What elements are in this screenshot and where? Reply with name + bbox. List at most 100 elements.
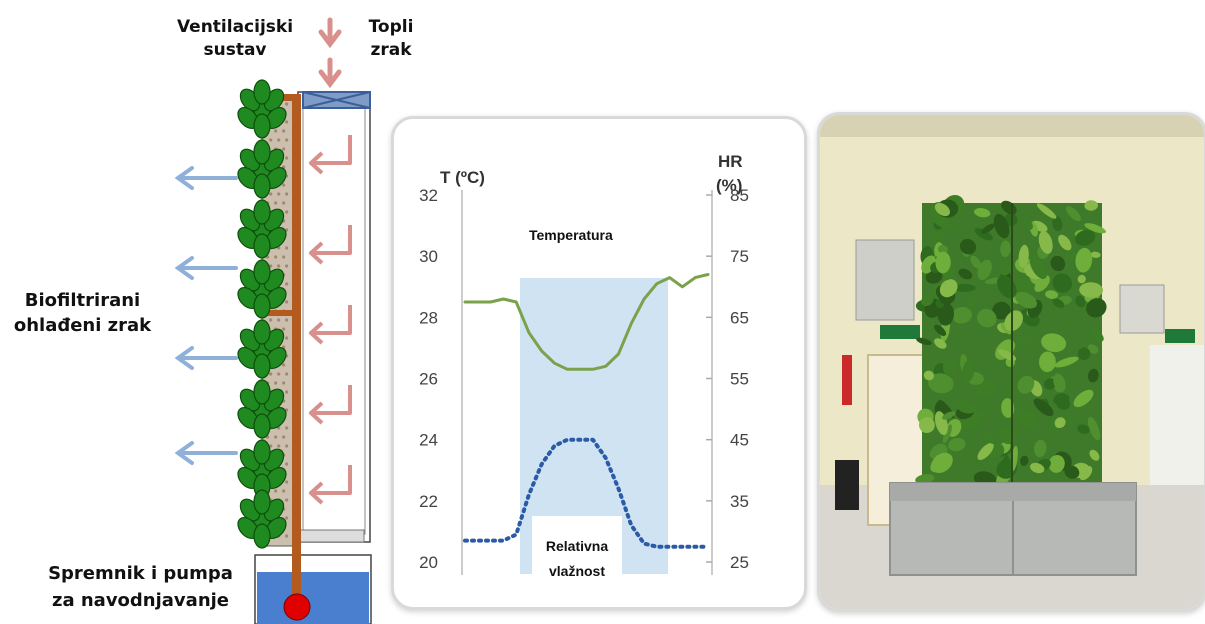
- pipe-middle: [262, 310, 300, 316]
- substrate-grain: [282, 201, 286, 205]
- substrate-grain: [285, 156, 289, 160]
- substrate-grain: [274, 381, 278, 385]
- foliage-leaf: [1079, 466, 1093, 481]
- substrate-grain: [277, 192, 281, 196]
- substrate-grain: [274, 201, 278, 205]
- foliage-leaf: [1036, 203, 1057, 219]
- foliage-leaf: [970, 255, 982, 270]
- foliage-leaf: [1018, 244, 1029, 268]
- warm-air-bent-arrow-1: [309, 135, 352, 175]
- foliage-leaf: [1052, 273, 1073, 293]
- foliage-leaf: [934, 202, 950, 217]
- substrate-grain: [285, 516, 289, 520]
- foliage-leaf: [961, 358, 976, 384]
- substrate-grain: [285, 246, 289, 250]
- leaf: [253, 199, 271, 225]
- plant-3: [237, 199, 287, 259]
- foliage-leaf: [1075, 295, 1086, 308]
- foliage-leaf: [981, 223, 995, 234]
- foliage-leaf: [931, 452, 953, 474]
- foliage-leaf: [1000, 455, 1009, 475]
- foliage-leaf: [958, 268, 973, 280]
- foliage-leaf: [942, 411, 956, 420]
- foliage-leaf: [939, 279, 958, 298]
- foliage-leaf: [1087, 416, 1101, 441]
- foliage-leaf: [937, 302, 955, 326]
- foliage-leaf: [1033, 398, 1054, 417]
- foliage-leaf: [1075, 247, 1093, 273]
- foliage-leaf: [1089, 449, 1100, 461]
- photo-cabinet-left: [855, 239, 915, 321]
- filtered-air-label-line1: Biofiltrirani: [24, 290, 141, 311]
- humidity-series-label-line1: Relativna: [546, 538, 608, 554]
- foliage-leaf: [1001, 398, 1015, 418]
- substrate-grain: [269, 138, 273, 142]
- left-tick-label: 24: [419, 431, 438, 450]
- right-tick-label: 35: [730, 492, 749, 511]
- foliage-leaf: [977, 308, 997, 328]
- substrate-grain: [285, 444, 289, 448]
- irrigation-pipe: [292, 94, 301, 554]
- cool-air-arrow-2: [174, 256, 238, 280]
- foliage-leaf: [1064, 465, 1080, 479]
- warm-air-bent-arrow-4: [309, 385, 352, 425]
- left-axis-title: T (ºC): [440, 168, 485, 187]
- substrate-grain: [277, 138, 281, 142]
- substrate-grain: [274, 129, 278, 133]
- substrate-grain: [269, 264, 273, 268]
- warm-air-label-line2: zrak: [370, 40, 412, 60]
- foliage-leaf: [925, 270, 943, 284]
- foliage-leaf: [1048, 454, 1065, 473]
- plants-column: [237, 79, 287, 549]
- substrate-grain: [282, 147, 286, 151]
- right-axis-title-line2: (%): [716, 176, 742, 195]
- foliage-leaf: [1052, 216, 1063, 232]
- foliage-leaf: [974, 228, 993, 241]
- substrate-grain: [277, 372, 281, 376]
- substrate-grain: [274, 255, 278, 259]
- foliage-leaf: [942, 424, 953, 444]
- substrate-grain: [277, 318, 281, 322]
- right-tick-label: 75: [730, 247, 749, 266]
- series-line-2: [463, 437, 710, 549]
- substrate-grain: [285, 336, 289, 340]
- left-tick-label: 32: [419, 186, 438, 205]
- warm-air-label: Topli zrak: [356, 16, 426, 62]
- substrate-grain: [285, 282, 289, 286]
- warm-air-down-arrow-1: [318, 17, 342, 49]
- substrate-grain: [282, 255, 286, 259]
- right-axis-title-line1: HR: [718, 152, 743, 171]
- foliage-leaf: [1087, 368, 1099, 383]
- pump-pipe: [292, 550, 301, 600]
- cool-air-arrow-3: [174, 346, 238, 370]
- axis-ticks: 32 30 28 26 24 22 20 85 75 65 55 45 35 25: [419, 186, 749, 572]
- substrate-grain: [285, 300, 289, 304]
- foliage-leaf: [1015, 291, 1038, 309]
- foliage-leaf: [932, 231, 943, 240]
- substrate-grain: [285, 192, 289, 196]
- cool-air-arrow-4: [174, 441, 238, 465]
- foliage-leaf: [951, 306, 973, 324]
- foliage-leaf: [932, 216, 953, 230]
- foliage-leaf: [1038, 351, 1056, 373]
- substrate-grain: [285, 120, 289, 124]
- plant-7: [237, 439, 287, 499]
- foliage-leaf: [1054, 417, 1066, 429]
- leaf: [253, 319, 271, 345]
- humidity-series-label-line2: vlažnost: [549, 563, 605, 579]
- substrate-grain: [282, 129, 286, 133]
- foliage-leaf: [1052, 298, 1065, 309]
- left-tick-label: 22: [419, 492, 438, 511]
- foliage-leaf: [993, 213, 1010, 239]
- tank-label-line2: za navodnjavanje: [51, 590, 230, 611]
- substrate-grain: [269, 444, 273, 448]
- foliage-leaf: [916, 337, 932, 346]
- right-tick-label: 65: [730, 308, 749, 327]
- foliage-leaf: [977, 443, 994, 460]
- plant-4: [237, 259, 287, 319]
- substrate-grain: [282, 183, 286, 187]
- substrate-grain: [277, 264, 281, 268]
- foliage-leaf: [1077, 274, 1086, 284]
- foliage-leaf: [1004, 310, 1024, 332]
- foliage-leaf: [1020, 455, 1029, 466]
